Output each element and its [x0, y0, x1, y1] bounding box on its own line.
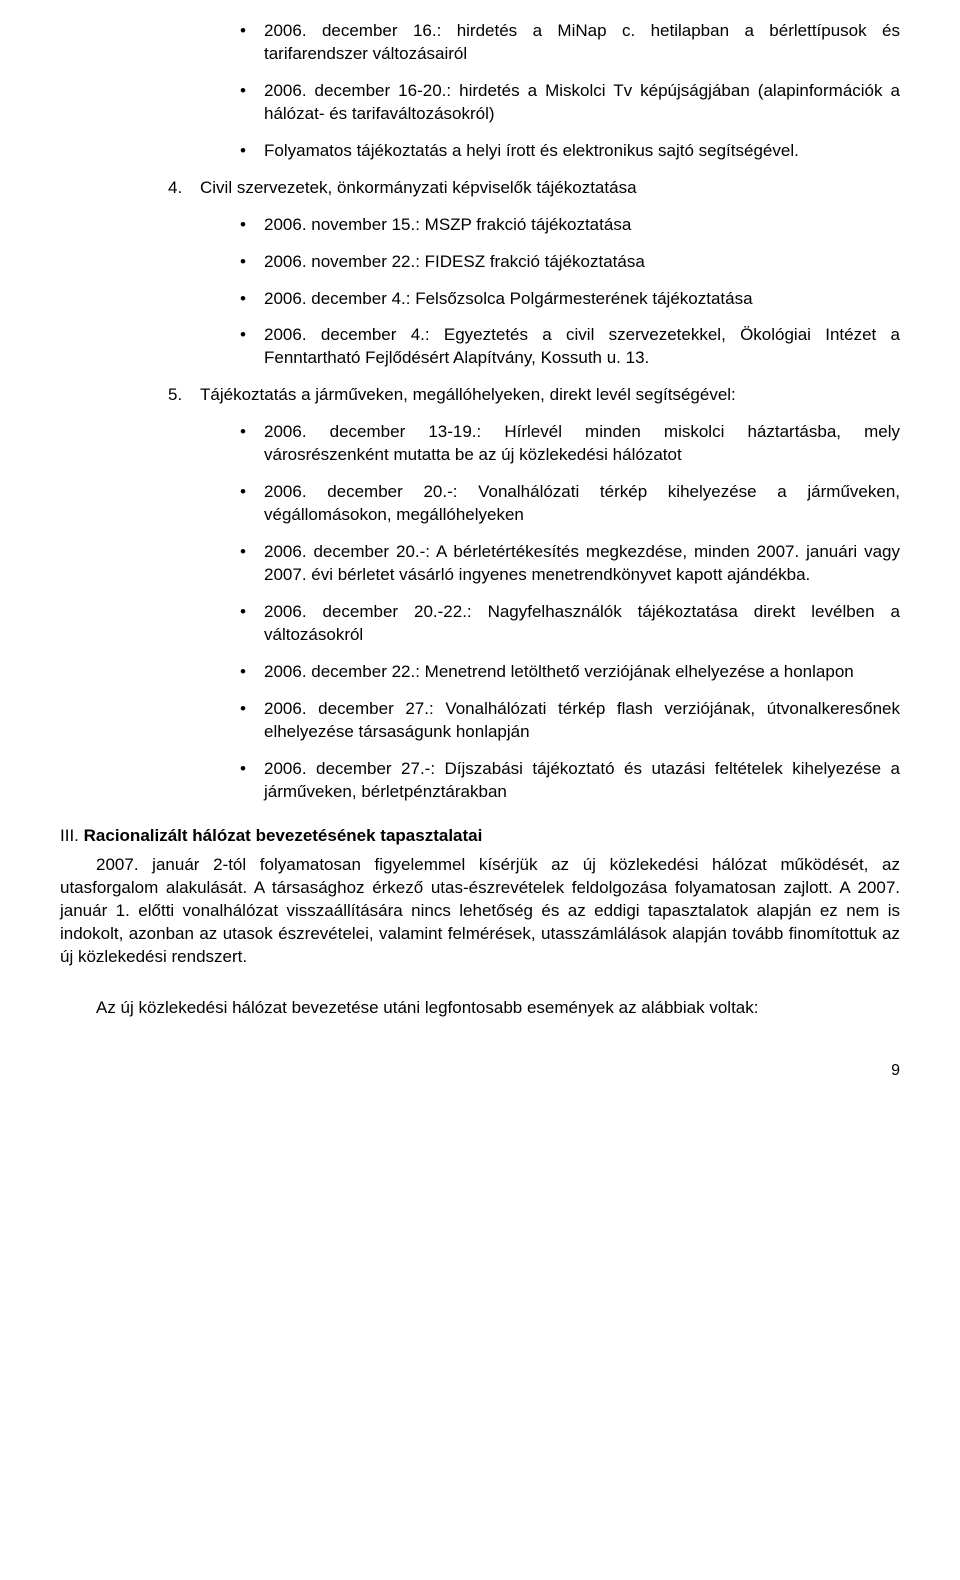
list-item: • 2006. december 20.-: Vonalhálózati tér… [240, 481, 900, 527]
section-3-title: III. Racionalizált hálózat bevezetésének… [60, 825, 900, 848]
list-item: • 2006. december 27.-: Díjszabási tájéko… [240, 758, 900, 804]
list-item: • Folyamatos tájékoztatás a helyi írott … [240, 140, 900, 163]
item-number: 5. [168, 384, 200, 407]
list-item: • 2006. november 22.: FIDESZ frakció táj… [240, 251, 900, 274]
item-number: 4. [168, 177, 200, 200]
section-number: III. [60, 826, 79, 845]
bullet-icon: • [240, 541, 264, 587]
list-item-text: 2006. december 27.: Vonalhálózati térkép… [264, 698, 900, 744]
list-item-text: 2006. december 16.: hirdetés a MiNap c. … [264, 20, 900, 66]
list-item-text: 2006. december 22.: Menetrend letölthető… [264, 661, 900, 684]
list-item-text: 2006. december 20.-22.: Nagyfelhasználók… [264, 601, 900, 647]
bullet-icon: • [240, 421, 264, 467]
list-item-text: 2006. december 20.-: A bérletértékesítés… [264, 541, 900, 587]
bullet-icon: • [240, 601, 264, 647]
bullet-icon: • [240, 324, 264, 370]
bullet-icon: • [240, 698, 264, 744]
list-item-text: 2006. december 16-20.: hirdetés a Miskol… [264, 80, 900, 126]
bullet-icon: • [240, 758, 264, 804]
numbered-item-5: 5. Tájékoztatás a járműveken, megállóhel… [168, 384, 900, 407]
list-item: • 2006. december 22.: Menetrend letölthe… [240, 661, 900, 684]
list-item: • 2006. november 15.: MSZP frakció tájék… [240, 214, 900, 237]
list-item: • 2006. december 27.: Vonalhálózati térk… [240, 698, 900, 744]
list-item-text: 2006. december 4.: Egyeztetés a civil sz… [264, 324, 900, 370]
list-item-text: Folyamatos tájékoztatás a helyi írott és… [264, 140, 900, 163]
bullet-icon: • [240, 481, 264, 527]
bullet-icon: • [240, 288, 264, 311]
bullet-icon: • [240, 661, 264, 684]
list-item-text: 2006. december 13-19.: Hírlevél minden m… [264, 421, 900, 467]
list-item-text: 2006. november 22.: FIDESZ frakció tájék… [264, 251, 900, 274]
list-item-text: 2006. december 27.-: Díjszabási tájékozt… [264, 758, 900, 804]
list-item: • 2006. december 13-19.: Hírlevél minden… [240, 421, 900, 467]
bullet-icon: • [240, 140, 264, 163]
list-item: • 2006. december 20.-22.: Nagyfelhasznál… [240, 601, 900, 647]
section-3-para-2: Az új közlekedési hálózat bevezetése utá… [60, 997, 900, 1020]
item-text: Civil szervezetek, önkormányzati képvise… [200, 177, 900, 200]
numbered-item-4: 4. Civil szervezetek, önkormányzati képv… [168, 177, 900, 200]
section-heading: Racionalizált hálózat bevezetésének tapa… [84, 826, 483, 845]
item-text: Tájékoztatás a járműveken, megállóhelyek… [200, 384, 900, 407]
list-item: • 2006. december 20.-: A bérletértékesít… [240, 541, 900, 587]
list-item-text: 2006. december 20.-: Vonalhálózati térké… [264, 481, 900, 527]
bullet-icon: • [240, 251, 264, 274]
list-item: • 2006. december 4.: Egyeztetés a civil … [240, 324, 900, 370]
list-item: • 2006. december 4.: Felsőzsolca Polgárm… [240, 288, 900, 311]
bullet-icon: • [240, 80, 264, 126]
list-item-text: 2006. december 4.: Felsőzsolca Polgármes… [264, 288, 900, 311]
bullet-icon: • [240, 20, 264, 66]
section-3-para-1: 2007. január 2-tól folyamatosan figyelem… [60, 854, 900, 969]
list-item-text: 2006. november 15.: MSZP frakció tájékoz… [264, 214, 900, 237]
list-item: • 2006. december 16.: hirdetés a MiNap c… [240, 20, 900, 66]
list-item: • 2006. december 16-20.: hirdetés a Misk… [240, 80, 900, 126]
bullet-icon: • [240, 214, 264, 237]
page-number: 9 [60, 1060, 900, 1082]
